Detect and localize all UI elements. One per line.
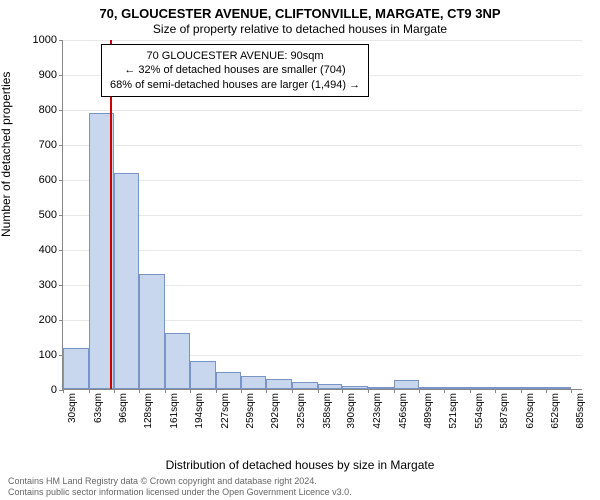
- xtick-label: 161sqm: [169, 389, 180, 429]
- y-axis-label: Number of detached properties: [0, 72, 13, 237]
- plot-area: 0100200300400500600700800900100030sqm63s…: [62, 40, 582, 390]
- annotation-line2: ← 32% of detached houses are smaller (70…: [110, 63, 360, 77]
- footer-line2: Contains public sector information licen…: [8, 487, 352, 498]
- xtick-mark: [114, 389, 115, 393]
- gridline: [63, 145, 582, 146]
- ytick-label: 400: [39, 244, 63, 256]
- ytick-label: 200: [39, 314, 63, 326]
- xtick-label: 259sqm: [245, 389, 256, 429]
- xtick-label: 227sqm: [220, 389, 231, 429]
- gridline: [63, 40, 582, 41]
- ytick-label: 900: [39, 69, 63, 81]
- ytick-label: 800: [39, 104, 63, 116]
- histogram-bar: [114, 173, 139, 389]
- xtick-label: 423sqm: [372, 389, 383, 429]
- histogram-bar: [292, 382, 318, 389]
- ytick-label: 1000: [33, 34, 63, 46]
- gridline: [63, 250, 582, 251]
- xtick-label: 587sqm: [499, 389, 510, 429]
- xtick-label: 652sqm: [550, 389, 561, 429]
- xtick-label: 96sqm: [118, 389, 129, 423]
- ytick-label: 100: [39, 349, 63, 361]
- gridline: [63, 215, 582, 216]
- xtick-label: 194sqm: [194, 389, 205, 429]
- xtick-label: 620sqm: [525, 389, 536, 429]
- xtick-mark: [216, 389, 217, 393]
- xtick-label: 358sqm: [322, 389, 333, 429]
- histogram-bar: [241, 376, 267, 389]
- xtick-label: 128sqm: [143, 389, 154, 429]
- ytick-label: 700: [39, 139, 63, 151]
- xtick-label: 489sqm: [423, 389, 434, 429]
- xtick-mark: [368, 389, 369, 393]
- histogram-bar: [139, 274, 165, 389]
- xtick-label: 325sqm: [296, 389, 307, 429]
- xtick-mark: [394, 389, 395, 393]
- gridline: [63, 110, 582, 111]
- xtick-mark: [521, 389, 522, 393]
- histogram-bar: [394, 380, 420, 389]
- x-axis-label: Distribution of detached houses by size …: [0, 458, 600, 472]
- ytick-label: 500: [39, 209, 63, 221]
- chart-container: 70, GLOUCESTER AVENUE, CLIFTONVILLE, MAR…: [0, 0, 600, 500]
- xtick-mark: [266, 389, 267, 393]
- xtick-mark: [318, 389, 319, 393]
- xtick-mark: [470, 389, 471, 393]
- xtick-mark: [571, 389, 572, 393]
- xtick-label: 554sqm: [474, 389, 485, 429]
- annotation-line3: 68% of semi-detached houses are larger (…: [110, 78, 360, 92]
- xtick-mark: [444, 389, 445, 393]
- xtick-mark: [190, 389, 191, 393]
- footer-text: Contains HM Land Registry data © Crown c…: [8, 476, 352, 498]
- histogram-bar: [266, 379, 292, 389]
- xtick-mark: [139, 389, 140, 393]
- xtick-label: 390sqm: [346, 389, 357, 429]
- xtick-mark: [292, 389, 293, 393]
- footer-line1: Contains HM Land Registry data © Crown c…: [8, 476, 352, 487]
- page-subtitle: Size of property relative to detached ho…: [0, 22, 600, 36]
- histogram-bar: [216, 372, 241, 390]
- histogram-bar: [165, 333, 191, 389]
- annotation-box: 70 GLOUCESTER AVENUE: 90sqm ← 32% of det…: [101, 44, 369, 97]
- xtick-mark: [495, 389, 496, 393]
- xtick-label: 63sqm: [93, 389, 104, 423]
- ytick-label: 600: [39, 174, 63, 186]
- ytick-label: 0: [51, 384, 63, 396]
- xtick-mark: [165, 389, 166, 393]
- ytick-label: 300: [39, 279, 63, 291]
- xtick-label: 685sqm: [575, 389, 586, 429]
- histogram-bar: [63, 348, 89, 389]
- xtick-mark: [342, 389, 343, 393]
- xtick-mark: [63, 389, 64, 393]
- histogram-bar: [190, 361, 216, 389]
- annotation-line1: 70 GLOUCESTER AVENUE: 90sqm: [110, 49, 360, 63]
- xtick-mark: [89, 389, 90, 393]
- gridline: [63, 180, 582, 181]
- xtick-label: 30sqm: [67, 389, 78, 423]
- xtick-mark: [241, 389, 242, 393]
- xtick-label: 456sqm: [398, 389, 409, 429]
- xtick-mark: [546, 389, 547, 393]
- page-title: 70, GLOUCESTER AVENUE, CLIFTONVILLE, MAR…: [0, 6, 600, 21]
- xtick-label: 292sqm: [270, 389, 281, 429]
- xtick-mark: [419, 389, 420, 393]
- xtick-label: 521sqm: [448, 389, 459, 429]
